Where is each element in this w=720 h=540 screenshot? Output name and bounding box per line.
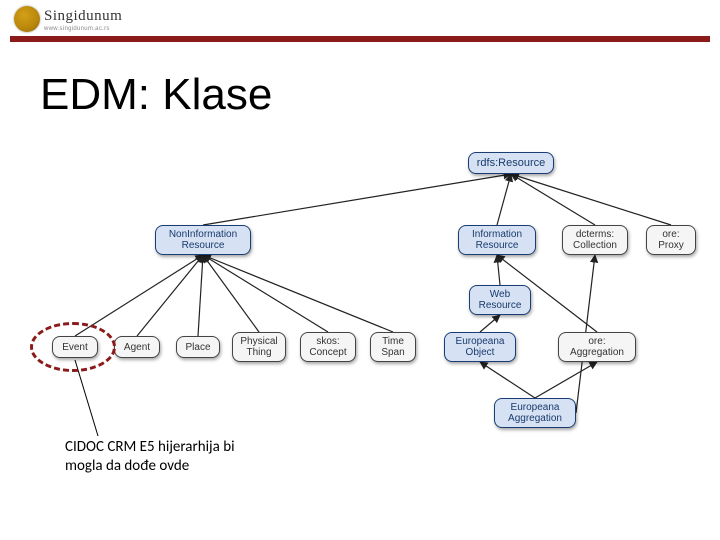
node-rdfs: rdfs:Resource: [468, 152, 554, 174]
header-divider: [10, 36, 710, 42]
annotation-text: CIDOC CRM E5 hijerarhija bi mogla da dođ…: [65, 438, 235, 476]
node-wr: Web Resource: [469, 285, 531, 315]
page-title: EDM: Klase: [40, 70, 272, 120]
logo-text: Singidunum: [44, 8, 122, 25]
annotation-line1: CIDOC CRM E5 hijerarhija bi: [65, 438, 235, 456]
node-thing: Physical Thing: [232, 332, 286, 362]
node-nir: NonInformation Resource: [155, 225, 251, 255]
node-eo: Europeana Object: [444, 332, 516, 362]
node-dcterms: dcterms: Collection: [562, 225, 628, 255]
node-euagg: Europeana Aggregation: [494, 398, 576, 428]
logo-subtext: www.singidunum.ac.rs: [44, 26, 110, 32]
node-place: Place: [176, 336, 220, 358]
highlight-ring: [30, 322, 116, 372]
node-proxy: ore: Proxy: [646, 225, 696, 255]
logo-crest-icon: [14, 6, 40, 32]
annotation-line2: mogla da dođe ovde: [65, 457, 189, 475]
node-ir: Information Resource: [458, 225, 536, 255]
node-skos: skos: Concept: [300, 332, 356, 362]
node-oreagg: ore: Aggregation: [558, 332, 636, 362]
node-tspan: Time Span: [370, 332, 416, 362]
logo: Singidunum www.singidunum.ac.rs: [12, 4, 132, 38]
node-agent: Agent: [114, 336, 160, 358]
